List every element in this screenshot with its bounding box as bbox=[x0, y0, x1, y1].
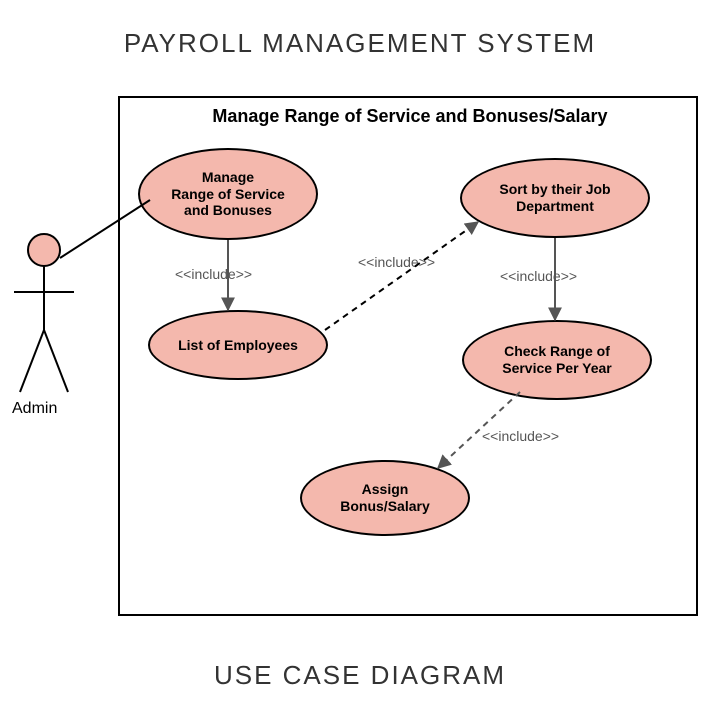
usecase-label: Manage Range of Service and Bonuses bbox=[171, 169, 285, 219]
include-label-3: <<include>> bbox=[500, 268, 577, 284]
page-title-bottom: USE CASE DIAGRAM bbox=[0, 660, 720, 691]
usecase-assign: Assign Bonus/Salary bbox=[300, 460, 470, 536]
usecase-label: Assign Bonus/Salary bbox=[340, 481, 429, 515]
actor-head bbox=[28, 234, 60, 266]
include-label-1: <<include>> bbox=[175, 266, 252, 282]
usecase-manage: Manage Range of Service and Bonuses bbox=[138, 148, 318, 240]
usecase-check: Check Range of Service Per Year bbox=[462, 320, 652, 400]
usecase-label: Sort by their Job Department bbox=[499, 181, 610, 215]
actor-label: Admin bbox=[12, 400, 57, 418]
system-boundary-title: Manage Range of Service and Bonuses/Sala… bbox=[180, 106, 640, 127]
actor-leg-left bbox=[20, 330, 44, 392]
usecase-list: List of Employees bbox=[148, 310, 328, 380]
usecase-sort: Sort by their Job Department bbox=[460, 158, 650, 238]
include-label-2: <<include>> bbox=[358, 254, 435, 270]
usecase-label: List of Employees bbox=[178, 337, 298, 354]
page-title-top: PAYROLL MANAGEMENT SYSTEM bbox=[0, 28, 720, 59]
actor-leg-right bbox=[44, 330, 68, 392]
include-label-4: <<include>> bbox=[482, 428, 559, 444]
usecase-label: Check Range of Service Per Year bbox=[502, 343, 612, 377]
